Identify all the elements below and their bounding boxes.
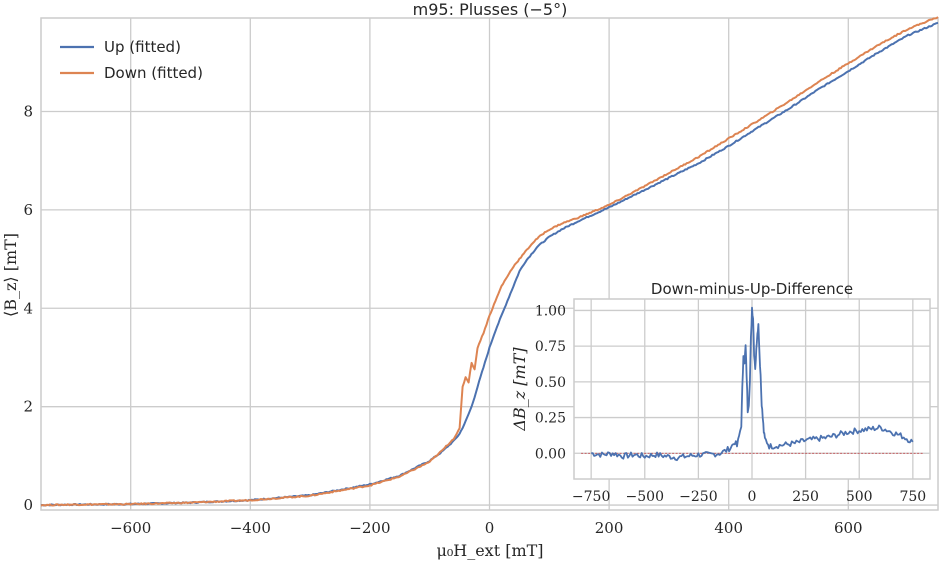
y-tick-label: 0: [23, 496, 33, 514]
x-tick-label: 0: [748, 489, 757, 505]
x-tick-label: 250: [792, 489, 819, 505]
y-tick-label: 1.00: [535, 303, 566, 319]
inset-gridlines: [574, 299, 930, 479]
inset-y-axis-label: ΔB_z [mT]: [510, 347, 529, 432]
series-line-0: [591, 306, 914, 462]
x-tick-label: 500: [846, 489, 873, 505]
main-x-axis-label: μ₀H_ext [mT]: [436, 541, 543, 560]
legend: Up (fitted) Down (fitted): [60, 38, 203, 82]
x-tick-label: −750: [572, 489, 610, 505]
legend-label-down: Down (fitted): [104, 64, 203, 82]
y-tick-label: 4: [23, 299, 33, 317]
inset-series-lines: [591, 306, 914, 462]
x-tick-label: −250: [679, 489, 717, 505]
y-tick-label: 8: [23, 102, 33, 120]
y-tick-label: 0.50: [535, 375, 566, 391]
x-tick-label: 0: [485, 519, 495, 537]
y-tick-label: 0.75: [535, 339, 566, 355]
series-line-1: [40, 16, 939, 507]
y-tick-label: 0.25: [535, 411, 566, 427]
x-tick-label: 400: [714, 519, 743, 537]
x-tick-label: −400: [230, 519, 271, 537]
main-y-tick-labels: 0 2 4 6 8: [23, 102, 33, 514]
y-tick-label: 0.00: [535, 446, 566, 462]
inset-axes: −750 −500 −250 0 250 500 750 0.00 0.25 0.50 0.75 1…: [510, 280, 931, 505]
x-tick-label: 200: [595, 519, 624, 537]
inset-chart-title: Down-minus-Up-Difference: [651, 280, 853, 298]
y-tick-label: 6: [23, 201, 33, 219]
main-x-tick-labels: −600 −400 −200 0 200 400 600: [110, 519, 863, 537]
y-tick-label: 2: [23, 398, 33, 416]
main-series-lines: [40, 16, 939, 507]
inset-x-tick-labels: −750 −500 −250 0 250 500 750: [572, 489, 926, 505]
main-y-axis-label: ⟨B_z⟩ [mT]: [1, 233, 20, 317]
x-tick-label: −600: [110, 519, 151, 537]
x-tick-label: −200: [349, 519, 390, 537]
main-chart-title: m95: Plusses (−5°): [413, 0, 568, 19]
inset-y-tick-labels: 0.00 0.25 0.50 0.75 1.00: [535, 303, 566, 462]
x-tick-label: 750: [899, 489, 926, 505]
legend-label-up: Up (fitted): [104, 38, 181, 56]
x-tick-label: 600: [834, 519, 863, 537]
x-tick-label: −500: [626, 489, 664, 505]
